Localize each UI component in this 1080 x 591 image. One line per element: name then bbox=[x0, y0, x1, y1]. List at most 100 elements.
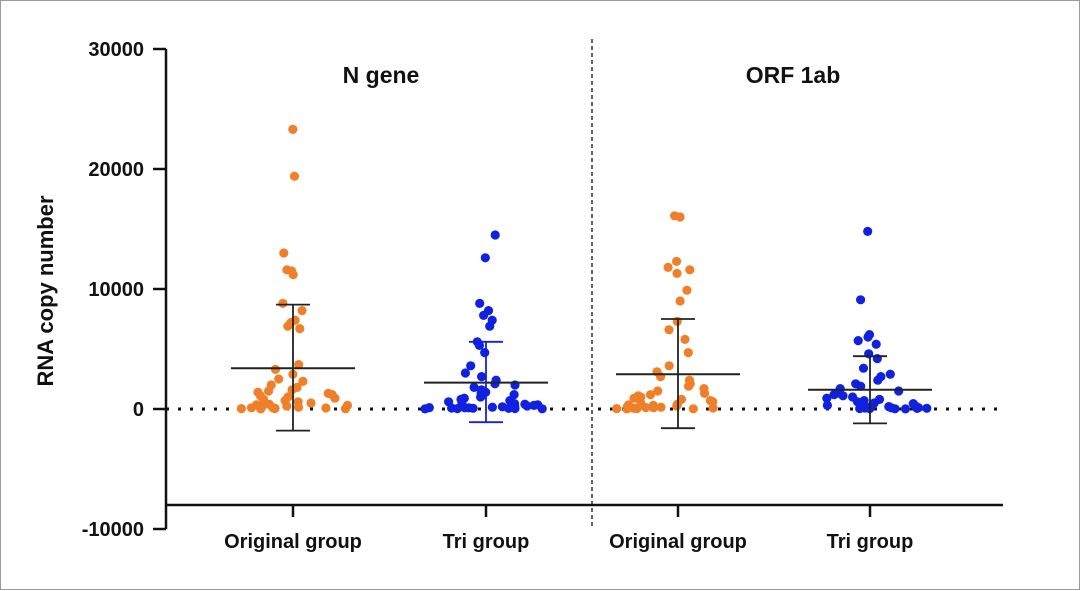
data-point bbox=[890, 404, 900, 414]
data-point bbox=[700, 388, 710, 398]
data-point bbox=[264, 386, 274, 396]
data-point bbox=[529, 400, 539, 410]
x-tick-label: Original group bbox=[224, 531, 362, 553]
data-point bbox=[863, 226, 873, 236]
data-point bbox=[294, 360, 304, 370]
data-point bbox=[645, 390, 656, 400]
data-point bbox=[708, 403, 718, 413]
data-point bbox=[885, 369, 895, 379]
data-point bbox=[682, 285, 692, 295]
data-point bbox=[469, 382, 479, 392]
data-point bbox=[858, 363, 869, 373]
data-point bbox=[648, 403, 659, 413]
data-point bbox=[293, 402, 304, 412]
data-point bbox=[853, 336, 863, 346]
data-point bbox=[873, 375, 883, 385]
data-point bbox=[683, 348, 693, 358]
data-point bbox=[246, 403, 257, 413]
data-point bbox=[856, 381, 866, 391]
data-point bbox=[270, 403, 280, 414]
data-point bbox=[466, 361, 476, 371]
panel-title: N gene bbox=[343, 62, 420, 88]
data-point bbox=[288, 124, 298, 134]
data-point bbox=[321, 403, 331, 413]
data-point bbox=[522, 401, 532, 411]
data-point bbox=[863, 332, 873, 342]
panel-title: ORF 1ab bbox=[746, 62, 841, 88]
data-point bbox=[838, 391, 848, 401]
group-original: Original group bbox=[224, 124, 362, 553]
data-point bbox=[829, 390, 839, 400]
data-point bbox=[894, 386, 904, 396]
data-point bbox=[641, 403, 651, 413]
y-tick-label: 30000 bbox=[88, 39, 144, 61]
data-point bbox=[663, 262, 673, 272]
data-point bbox=[236, 404, 246, 414]
data-point bbox=[675, 296, 685, 306]
data-point bbox=[298, 376, 308, 386]
data-point bbox=[822, 393, 832, 403]
data-point bbox=[274, 374, 284, 384]
x-tick-label: Tri group bbox=[827, 531, 914, 553]
x-tick-label: Tri group bbox=[443, 531, 530, 553]
data-point bbox=[452, 404, 462, 414]
data-point bbox=[653, 386, 663, 396]
data-point bbox=[256, 404, 266, 414]
y-tick-label: 10000 bbox=[88, 279, 144, 301]
data-point bbox=[855, 403, 865, 414]
data-point bbox=[912, 403, 922, 413]
data-point bbox=[856, 295, 866, 305]
data-point bbox=[480, 253, 490, 263]
panel-orf1ab: ORF 1ab Original group Tri group bbox=[609, 62, 932, 553]
data-point bbox=[871, 339, 881, 349]
data-point bbox=[480, 348, 490, 358]
data-point bbox=[537, 404, 547, 414]
data-point bbox=[922, 403, 932, 413]
data-point bbox=[672, 256, 682, 266]
data-point bbox=[279, 248, 289, 258]
data-point bbox=[510, 403, 520, 414]
data-point bbox=[629, 393, 639, 403]
y-axis-title: RNA copy number bbox=[33, 195, 58, 387]
data-point bbox=[460, 368, 470, 378]
y-tick-label: 0 bbox=[133, 399, 144, 421]
group-original: Original group bbox=[609, 211, 747, 553]
data-point bbox=[688, 404, 698, 414]
data-point bbox=[685, 265, 695, 275]
y-tick-label: 20000 bbox=[88, 159, 144, 181]
data-point bbox=[476, 392, 486, 402]
y-tick-label: -10000 bbox=[82, 519, 144, 541]
data-point bbox=[330, 393, 340, 403]
data-point bbox=[675, 212, 685, 222]
data-point bbox=[479, 310, 489, 320]
data-point bbox=[468, 403, 478, 413]
data-point bbox=[632, 403, 642, 414]
x-tick-label: Original group bbox=[609, 531, 747, 553]
axes-layer bbox=[164, 39, 1003, 529]
data-point bbox=[306, 398, 316, 408]
y-ticks: -10000 0 10000 20000 30000 bbox=[82, 39, 166, 541]
data-point bbox=[278, 298, 288, 308]
panels: N gene Original group Tri group ORF 1ab Orig… bbox=[224, 62, 932, 553]
data-point bbox=[477, 372, 487, 382]
data-point bbox=[664, 325, 674, 335]
data-point bbox=[282, 401, 292, 411]
group-tri: Tri group bbox=[808, 226, 932, 553]
data-point bbox=[490, 230, 500, 240]
data-point bbox=[487, 402, 497, 412]
data-point bbox=[490, 379, 500, 389]
data-point bbox=[680, 334, 690, 344]
data-point bbox=[283, 321, 293, 331]
data-point bbox=[420, 404, 430, 414]
group-tri: Tri group bbox=[420, 230, 548, 553]
data-point bbox=[900, 404, 911, 414]
data-point bbox=[656, 402, 666, 412]
data-point bbox=[340, 404, 351, 414]
data-point bbox=[622, 404, 632, 414]
data-point bbox=[475, 298, 485, 308]
data-point bbox=[822, 400, 833, 410]
data-point bbox=[474, 340, 484, 350]
data-point bbox=[289, 171, 300, 181]
data-point bbox=[297, 306, 307, 316]
